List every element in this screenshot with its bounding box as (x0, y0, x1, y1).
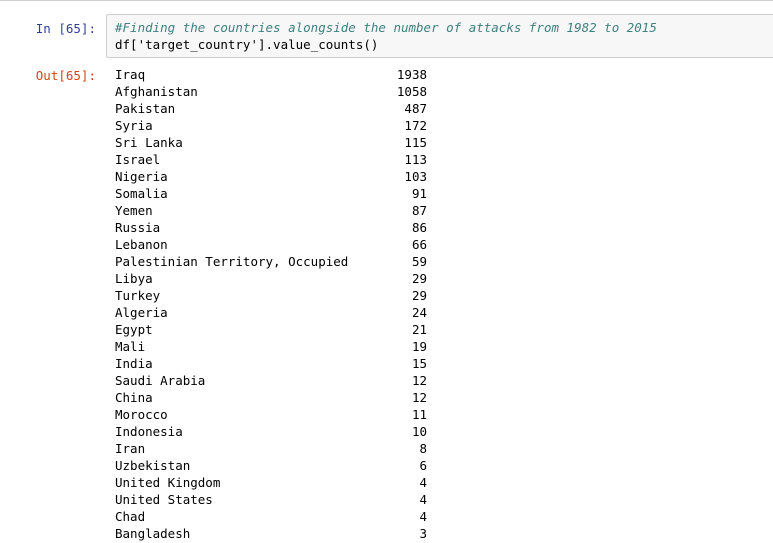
attack-count: 4 (419, 509, 427, 524)
attack-count: 487 (404, 101, 427, 116)
country-name: China (115, 390, 153, 405)
output-row: Iran 8 (115, 440, 445, 457)
country-name: Bangladesh (115, 526, 191, 541)
output-row: Lebanon 66 (115, 236, 445, 253)
output-row: Algeria 24 (115, 304, 445, 321)
output-row: India 15 (115, 355, 445, 372)
country-name: Lebanon (115, 237, 168, 252)
country-name: Afghanistan (115, 84, 198, 99)
country-name: United Kingdom (115, 475, 221, 490)
code-comment: #Finding the countries alongside the num… (115, 20, 657, 35)
attack-count: 19 (411, 339, 427, 354)
country-name: Russia (115, 220, 161, 235)
attack-count: 115 (404, 135, 427, 150)
attack-count: 87 (411, 203, 427, 218)
attack-count: 66 (411, 237, 427, 252)
attack-count: 1938 (396, 67, 427, 82)
attack-count: 8 (419, 441, 427, 456)
attack-count: 172 (404, 118, 427, 133)
attack-count: 6 (419, 458, 427, 473)
output-row: Russia 86 (115, 219, 445, 236)
country-name: Syria (115, 118, 153, 133)
attack-count: 11 (411, 407, 427, 422)
country-name: Mali (115, 339, 146, 354)
output-row: Indonesia 10 (115, 423, 445, 440)
output-row: United Kingdom 4 (115, 474, 445, 491)
output-row: China 12 (115, 389, 445, 406)
country-name: Iraq (115, 67, 146, 82)
country-name: Chad (115, 509, 146, 524)
output-row: Bangladesh 3 (115, 525, 445, 542)
country-name: Indonesia (115, 424, 183, 439)
country-name: United States (115, 492, 213, 507)
attack-count: 1058 (396, 84, 427, 99)
output-row: Mali 19 (115, 338, 445, 355)
output-row: United States 4 (115, 491, 445, 508)
output-row: Sri Lanka 115 (115, 134, 445, 151)
input-prompt: In [65]: (35, 21, 96, 36)
country-name: Israel (115, 152, 161, 167)
attack-count: 103 (404, 169, 427, 184)
country-name: Nigeria (115, 169, 168, 184)
output-row: Palestinian Territory, Occupied 59 (115, 253, 445, 270)
country-name: Uzbekistan (115, 458, 191, 473)
output-row: Chad 4 (115, 508, 445, 525)
country-name: Yemen (115, 203, 153, 218)
output-row: Saudi Arabia 12 (115, 372, 445, 389)
country-name: Sri Lanka (115, 135, 183, 150)
attack-count: 15 (411, 356, 427, 371)
country-name: Libya (115, 271, 153, 286)
output-row: Pakistan 487 (115, 100, 445, 117)
output-row: Egypt 21 (115, 321, 445, 338)
output-row: Libya 29 (115, 270, 445, 287)
attack-count: 12 (411, 373, 427, 388)
output-prompt: Out[65]: (35, 68, 96, 83)
country-name: Turkey (115, 288, 161, 303)
code-input-area[interactable]: #Finding the countries alongside the num… (106, 14, 773, 58)
output-row: Iraq 1938 (115, 66, 445, 83)
country-name: Algeria (115, 305, 168, 320)
output-area: Iraq 1938 Afghanistan 1058 Pakistan 487 Syria 1… (115, 66, 445, 542)
output-row: Israel 113 (115, 151, 445, 168)
attack-count: 91 (411, 186, 427, 201)
country-name: India (115, 356, 153, 371)
output-row: Uzbekistan 6 (115, 457, 445, 474)
output-row: Syria 172 (115, 117, 445, 134)
attack-count: 29 (411, 271, 427, 286)
attack-count: 86 (411, 220, 427, 235)
output-row: Yemen 87 (115, 202, 445, 219)
attack-count: 24 (411, 305, 427, 320)
attack-count: 10 (411, 424, 427, 439)
country-name: Morocco (115, 407, 168, 422)
country-name: Iran (115, 441, 146, 456)
output-row: Nigeria 103 (115, 168, 445, 185)
code-statement: df['target_country'].value_counts() (115, 37, 379, 52)
country-name: Egypt (115, 322, 153, 337)
country-name: Saudi Arabia (115, 373, 206, 388)
country-name: Palestinian Territory, Occupied (115, 254, 349, 269)
output-row: Afghanistan 1058 (115, 83, 445, 100)
attack-count: 4 (419, 492, 427, 507)
attack-count: 29 (411, 288, 427, 303)
attack-count: 12 (411, 390, 427, 405)
country-name: Pakistan (115, 101, 176, 116)
output-row: Morocco 11 (115, 406, 445, 423)
attack-count: 59 (411, 254, 427, 269)
attack-count: 21 (411, 322, 427, 337)
attack-count: 113 (404, 152, 427, 167)
country-name: Somalia (115, 186, 168, 201)
output-row: Turkey 29 (115, 287, 445, 304)
attack-count: 3 (419, 526, 427, 541)
output-row: Somalia 91 (115, 185, 445, 202)
cell-top-border (0, 0, 773, 6)
attack-count: 4 (419, 475, 427, 490)
